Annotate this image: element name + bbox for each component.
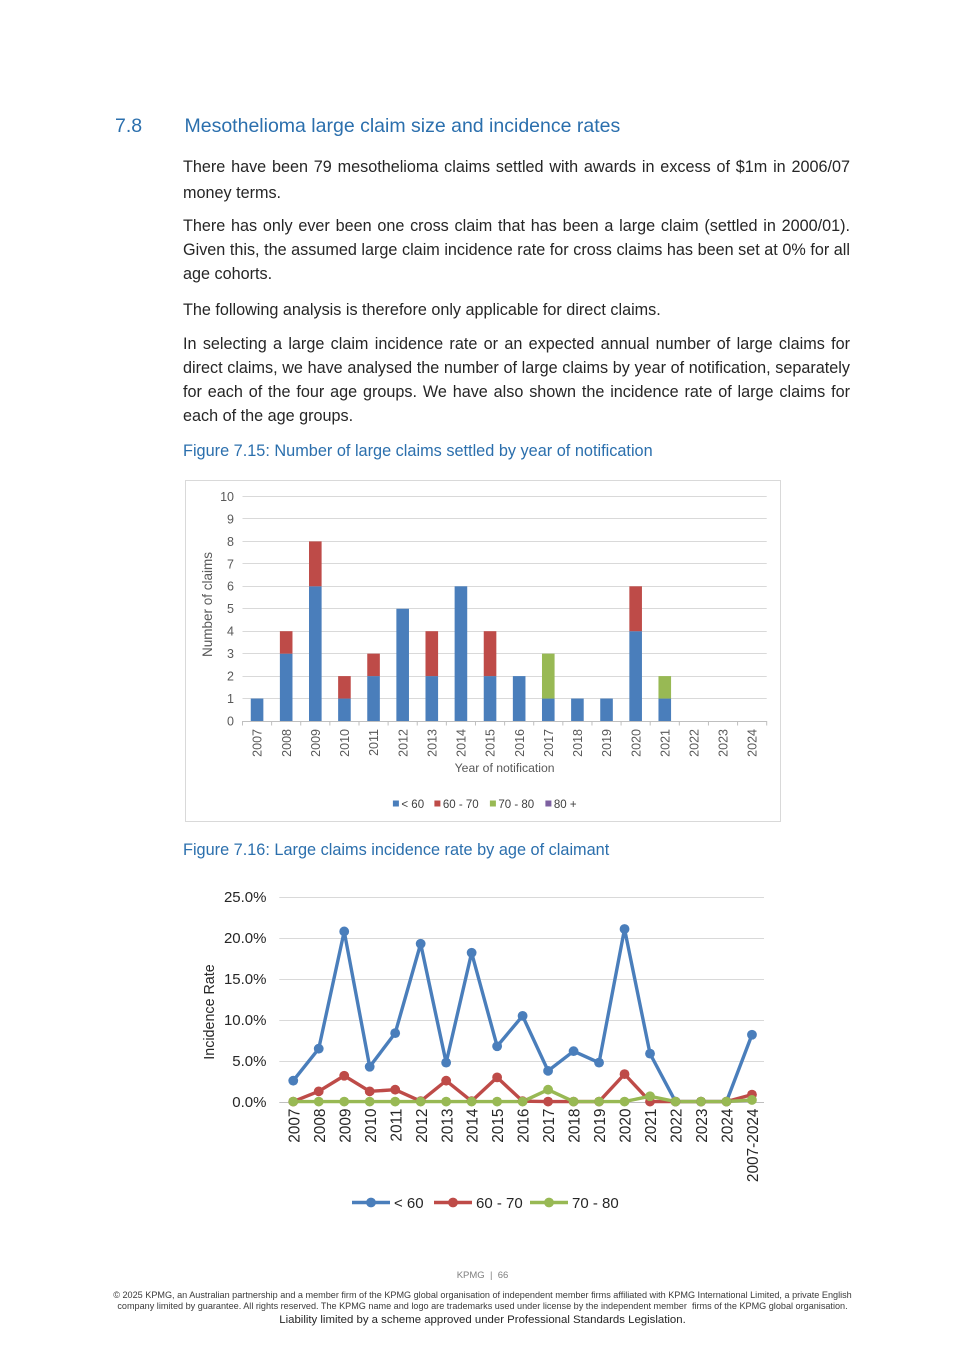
svg-text:Number of claims: Number of claims [200,552,215,657]
svg-text:< 60: < 60 [394,1195,424,1212]
svg-text:2019: 2019 [600,729,614,757]
svg-text:2007: 2007 [250,729,264,757]
svg-text:25.0%: 25.0% [224,889,267,906]
svg-text:3: 3 [227,647,234,661]
svg-text:2010: 2010 [363,1109,380,1143]
svg-text:0: 0 [227,714,234,728]
svg-text:2008: 2008 [279,729,293,757]
svg-text:2013: 2013 [425,729,439,757]
svg-text:60 - 70: 60 - 70 [476,1195,523,1212]
svg-text:Incidence Rate: Incidence Rate [202,964,218,1059]
svg-text:2: 2 [227,670,234,684]
svg-text:70 - 80: 70 - 80 [498,799,534,811]
svg-text:2017: 2017 [541,729,555,757]
svg-text:2007: 2007 [286,1109,303,1143]
svg-text:2012: 2012 [396,729,410,757]
svg-text:2024: 2024 [745,729,759,757]
svg-text:2008: 2008 [312,1109,329,1143]
svg-text:Year of notification: Year of notification [454,761,554,775]
svg-text:2011: 2011 [367,729,381,756]
svg-text:2010: 2010 [338,729,352,757]
svg-text:7: 7 [227,557,234,571]
svg-text:2009: 2009 [337,1109,354,1143]
svg-text:< 60: < 60 [401,799,424,811]
svg-text:2015: 2015 [483,729,497,757]
svg-text:2020: 2020 [629,729,643,757]
svg-text:8: 8 [227,535,234,549]
svg-text:15.0%: 15.0% [224,971,267,988]
svg-text:2009: 2009 [308,729,322,757]
svg-text:80 +: 80 + [553,799,576,811]
svg-text:2015: 2015 [490,1109,507,1143]
svg-text:6: 6 [227,580,234,594]
svg-text:10: 10 [220,490,234,504]
svg-text:2023: 2023 [694,1109,711,1143]
svg-text:2022: 2022 [669,1109,686,1143]
svg-text:2013: 2013 [439,1109,456,1143]
svg-text:9: 9 [227,512,234,526]
svg-text:60 - 70: 60 - 70 [442,799,478,811]
svg-text:2016: 2016 [512,729,526,757]
svg-text:2017: 2017 [541,1109,558,1143]
svg-text:5: 5 [227,602,234,616]
svg-text:2024: 2024 [720,1108,737,1143]
svg-text:2014: 2014 [465,1108,482,1143]
svg-text:2014: 2014 [454,729,468,757]
svg-text:2020: 2020 [618,1109,635,1143]
svg-text:20.0%: 20.0% [224,930,267,947]
svg-text:2022: 2022 [687,729,701,757]
svg-text:10.0%: 10.0% [224,1012,267,1029]
svg-text:2011: 2011 [388,1109,405,1142]
svg-text:2018: 2018 [571,729,585,757]
svg-text:4: 4 [227,625,234,639]
svg-text:2021: 2021 [658,729,672,757]
svg-text:2018: 2018 [567,1109,584,1143]
svg-text:5.0%: 5.0% [232,1053,266,1070]
svg-text:2021: 2021 [643,1109,660,1143]
svg-text:70 - 80: 70 - 80 [572,1195,619,1212]
svg-text:2019: 2019 [592,1109,609,1143]
svg-text:2012: 2012 [414,1109,431,1143]
svg-text:2023: 2023 [716,729,730,757]
svg-text:2016: 2016 [516,1109,533,1143]
svg-text:2007-2024: 2007-2024 [745,1108,762,1182]
svg-text:0.0%: 0.0% [232,1094,266,1111]
svg-text:1: 1 [227,692,234,706]
